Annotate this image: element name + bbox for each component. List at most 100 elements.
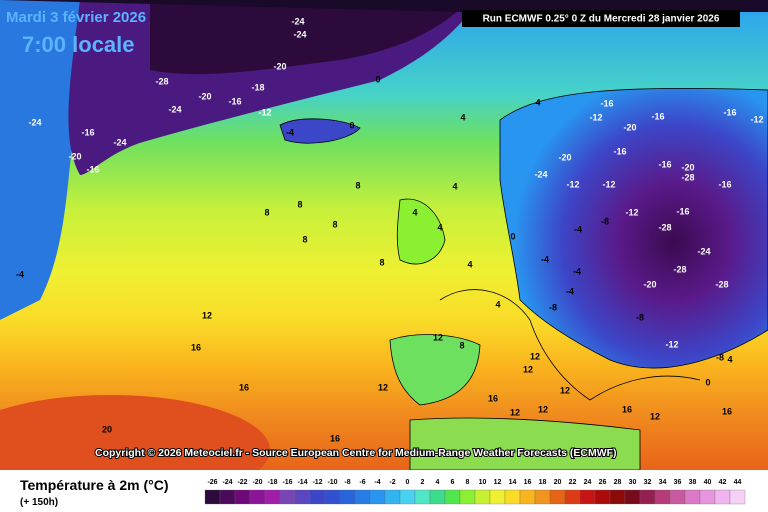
scale-label: 42 [719, 479, 727, 486]
scale-swatch [264, 489, 281, 505]
contour-label: 8 [355, 180, 360, 190]
arctic [150, 0, 470, 75]
top-band [0, 0, 768, 12]
scale-label: -24 [222, 479, 232, 486]
scale-label: -2 [389, 479, 395, 486]
contour-label: 12 [538, 404, 548, 414]
scale-swatch [579, 489, 596, 505]
contour-label: -20 [623, 122, 636, 132]
contour-label: -28 [673, 264, 686, 274]
scale-label: 30 [629, 479, 637, 486]
scale-label: 18 [539, 479, 547, 486]
scale-label: 0 [406, 479, 410, 486]
scale-label: 20 [554, 479, 562, 486]
date: Mardi 3 février 2026 [6, 9, 146, 26]
contour-label: -24 [28, 117, 41, 127]
time: 7:00 locale [22, 32, 135, 57]
contour-label: 4 [460, 112, 465, 122]
contour-label: 12 [650, 411, 660, 421]
scale-label: 40 [704, 479, 712, 486]
contour-label: 12 [560, 385, 570, 395]
scale-label: 14 [509, 479, 517, 486]
scale-swatch [234, 489, 251, 505]
contour-label: 4 [727, 354, 732, 364]
contour-label: -28 [681, 172, 694, 182]
scale-swatch [699, 489, 716, 505]
contour-label: 16 [722, 406, 732, 416]
contour-label: 0 [375, 74, 380, 84]
scale-label: -6 [359, 479, 365, 486]
scale-swatch [369, 489, 386, 505]
scale-swatch [729, 489, 746, 505]
copyright: Copyright © 2026 Meteociel.fr - Source E… [95, 447, 617, 459]
scale-swatch [714, 489, 731, 505]
scale-label: -12 [312, 479, 322, 486]
contour-label: 16 [239, 382, 249, 392]
scale-label: -16 [282, 479, 292, 486]
contour-label: -4 [286, 127, 294, 137]
contour-label: 12 [510, 407, 520, 417]
contour-label: -4 [574, 224, 582, 234]
contour-label: 4 [535, 97, 540, 107]
contour-label: -18 [251, 82, 264, 92]
contour-label: -8 [549, 302, 557, 312]
contour-label: 8 [302, 234, 307, 244]
scale-swatch [414, 489, 431, 505]
contour-label: 0 [510, 231, 515, 241]
scale-label: -10 [327, 479, 337, 486]
scale-swatch [219, 489, 236, 505]
scale-label: -8 [344, 479, 350, 486]
contour-label: 12 [530, 351, 540, 361]
contour-label: 8 [332, 219, 337, 229]
scale-swatch [444, 489, 461, 505]
legend-scale: -26 -24 -22 -20 -18 -16 -14 -12 -10 -8 -6 -4 -2 0 2 4 6 8… [204, 479, 746, 505]
contour-label: -24 [534, 169, 547, 179]
scale-label: 38 [689, 479, 697, 486]
scale-label: 2 [421, 479, 425, 486]
scale-swatch [624, 489, 641, 505]
contour-label: 16 [191, 342, 201, 352]
contour-label: 12 [202, 310, 212, 320]
scale-label: 16 [524, 479, 532, 486]
scale-swatch [609, 489, 626, 505]
contour-label: -8 [601, 216, 609, 226]
scale-label: 10 [479, 479, 487, 486]
contour-label: 4 [452, 181, 457, 191]
scale-label: -18 [267, 479, 277, 486]
scale-label: 36 [674, 479, 682, 486]
contour-label: -16 [718, 179, 731, 189]
contour-label: 16 [488, 393, 498, 403]
scale-swatch [204, 489, 221, 505]
contour-label: 8 [379, 257, 384, 267]
contour-label: -20 [68, 151, 81, 161]
contour-label: -24 [697, 246, 710, 256]
contour-label: -12 [602, 179, 615, 189]
contour-label: -20 [681, 162, 694, 172]
contour-label: 8 [264, 207, 269, 217]
scale-swatch [549, 489, 566, 505]
scale-label: -20 [252, 479, 262, 486]
scale-swatch [594, 489, 611, 505]
contour-label: -16 [86, 164, 99, 174]
contour-label: 8 [297, 199, 302, 209]
scale-swatch [534, 489, 551, 505]
scale-swatch [339, 489, 356, 505]
scale-label: 26 [599, 479, 607, 486]
contour-label: -16 [723, 107, 736, 117]
contour-label: 4 [467, 259, 472, 269]
contour-label: -28 [658, 222, 671, 232]
contour-label: -4 [566, 286, 574, 296]
east-cold-region [499, 87, 768, 369]
scale-label: -26 [207, 479, 217, 486]
legend-title: Température à 2m (°C) [20, 477, 169, 493]
run-box [462, 10, 740, 27]
scale-label: -14 [297, 479, 307, 486]
scale-label: 24 [584, 479, 592, 486]
contour-label: -20 [643, 279, 656, 289]
contour-label: -12 [258, 107, 271, 117]
contour-label: 4 [412, 207, 417, 217]
north-africa [409, 417, 641, 471]
scale-swatch [309, 489, 326, 505]
contour-label: -12 [665, 339, 678, 349]
